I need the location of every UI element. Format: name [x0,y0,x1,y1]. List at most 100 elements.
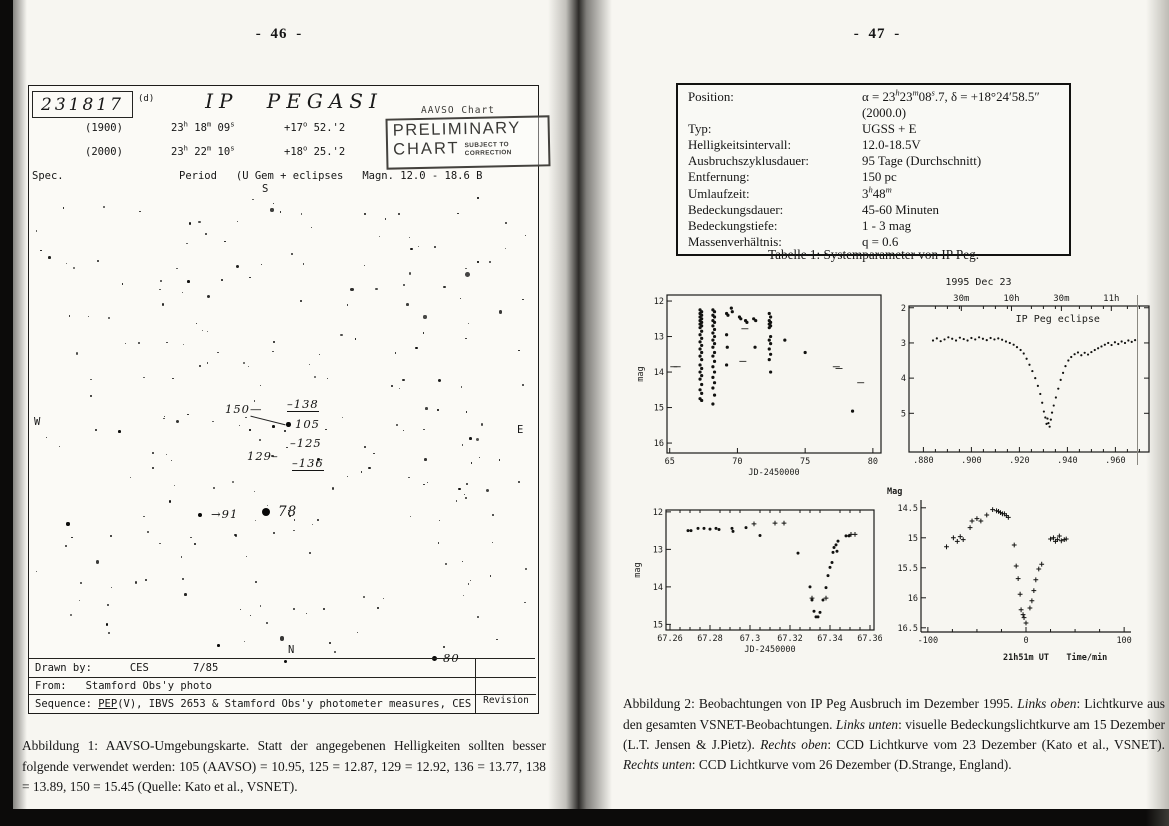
svg-text:70: 70 [732,457,742,467]
revision-cell: Revision [475,659,536,713]
background-star [111,586,113,589]
background-star [240,609,242,611]
background-star [496,638,498,641]
background-star [382,597,385,600]
scan-left-shadow [13,0,27,826]
background-star [273,202,275,205]
background-star [377,607,379,609]
background-star [522,299,524,301]
background-star [489,575,492,577]
background-star [525,568,527,570]
background-star [134,581,138,584]
background-star [188,222,192,225]
scan-right-shadow [1146,0,1169,826]
background-star [159,288,161,291]
figure2-caption: Abbildung 2: Beobachtungen von IP Peg Au… [623,696,1166,772]
background-star [464,272,470,278]
background-star [480,423,484,426]
svg-text:.920: .920 [1009,456,1029,466]
background-star [465,410,468,413]
plot-visual-eclipse-dec15: 67.26 67.28 67.3 67.32 67.34 67.36 12 13 14 15 JD-… [630,502,883,660]
background-star [498,310,503,314]
background-star [384,218,387,221]
svg-text:15: 15 [653,620,663,630]
star-magnitude-label: →91 [211,507,239,521]
background-star [213,487,216,490]
background-star [347,304,349,306]
background-star [378,236,381,238]
background-star [129,477,132,479]
svg-text:14: 14 [654,368,664,378]
north-direction-label: N [288,644,295,656]
param-value: 95 Tage (Durchschnitt) [862,154,982,169]
svg-text:30m: 30m [1053,294,1069,304]
background-star [259,605,262,607]
background-star [311,523,314,526]
background-star [498,459,501,461]
figure1-caption: Abbildung 1: AAVSO-Umgebungskarte. Statt… [22,738,546,794]
svg-text:67.32: 67.32 [777,634,803,644]
svg-text:IP Peg eclipse: IP Peg eclipse [1016,314,1100,325]
background-star [143,515,145,518]
background-star [71,536,73,539]
svg-text:3: 3 [901,339,906,349]
comparison-star-dot [286,422,291,427]
background-star [234,534,238,537]
background-star [306,445,309,448]
svg-text:75: 75 [800,457,810,467]
background-star [489,261,491,263]
background-star [245,555,248,558]
background-star [464,497,467,500]
background-star [194,543,197,545]
background-star [245,416,247,419]
background-star [408,272,412,275]
background-star [48,256,51,259]
svg-text:67.26: 67.26 [657,634,683,644]
pointer-line [250,415,286,426]
background-star [492,542,494,544]
east-direction-label: E [517,424,524,436]
background-star [62,207,65,209]
revision-label: Revision [483,695,529,706]
param-label: Helligkeitsintervall: [688,138,792,153]
background-star [146,530,150,534]
background-star [249,276,251,278]
background-star [124,342,127,345]
background-star [80,582,83,585]
ccd-lightcurve-dec26-svg: -100 0 100 14.5 15 15.5 16 16.5 Mag 21h51m UT Time… [887,487,1132,663]
background-star [518,349,520,352]
comparison-star-dot [198,513,202,517]
background-star [36,570,38,573]
svg-text:100: 100 [1116,636,1131,646]
background-star [477,615,480,618]
svg-text:16: 16 [654,439,664,449]
table-row: Bedeckungsdauer: 45-60 Minuten [688,202,1059,218]
background-star [176,419,180,423]
svg-text:12: 12 [653,508,663,518]
background-star [346,476,349,478]
background-star [408,477,410,479]
param-value: α = 23h23m08s.7, δ = +18°24′58.5″ (2000.… [862,87,1040,121]
background-star [168,500,172,503]
background-star [325,428,327,431]
star-magnitude-label: 150— [225,402,263,416]
background-star [521,383,525,387]
page-number-46: - 46 - [255,26,303,42]
background-star [231,481,234,484]
background-star [316,518,320,522]
background-star [271,454,274,458]
background-star [68,315,71,317]
comparison-star-dot [284,430,286,432]
table-row: Typ: UGSS + E [688,121,1059,137]
svg-text:11h: 11h [1103,294,1119,304]
svg-text:JD-2450000: JD-2450000 [744,645,795,655]
background-star [475,437,480,442]
background-star [443,285,446,289]
background-star [363,445,367,449]
background-star [259,439,261,442]
background-star [402,378,405,382]
background-star [166,453,168,456]
scan-left-edge [0,0,13,826]
background-star [329,642,331,644]
background-star [326,377,328,380]
